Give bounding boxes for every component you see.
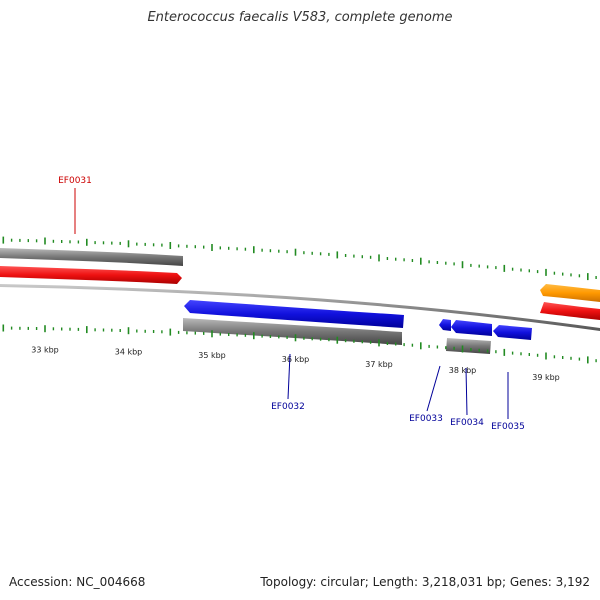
callout-line — [287, 353, 291, 400]
gene-label-ef0032[interactable]: EF0032 — [271, 402, 305, 412]
kbp-label: 38 kbp — [449, 366, 477, 375]
gene-orange-arrow[interactable] — [540, 284, 600, 302]
accession-text: Accession: NC_004668 — [9, 575, 146, 589]
upper-tick-row — [2, 236, 597, 281]
kbp-scale-labels: 33 kbp 34 kbp 35 kbp 36 kbp 37 kbp 38 kbp 39 k… — [31, 346, 560, 382]
callout-line — [426, 365, 441, 412]
gene-label-ef0033[interactable]: EF0033 — [409, 414, 443, 424]
kbp-label: 34 kbp — [115, 348, 143, 357]
gene-label-ef0035[interactable]: EF0035 — [491, 422, 525, 432]
forward-track-segment — [0, 248, 183, 266]
gene-ef0035-arrow[interactable] — [493, 325, 532, 340]
gene-ef0034-arrow[interactable] — [451, 320, 492, 336]
gene-callouts: EF0031 EF0032 EF0033 EF0034 EF0035 — [58, 176, 525, 432]
gene-label-ef0031[interactable]: EF0031 — [58, 176, 92, 186]
gene-red-right-arrow[interactable] — [540, 302, 600, 320]
reverse-track-segment — [183, 318, 402, 345]
kbp-label: 33 kbp — [31, 346, 59, 355]
genome-summary-text: Topology: circular; Length: 3,218,031 bp… — [260, 575, 590, 589]
kbp-label: 37 kbp — [365, 360, 393, 369]
reverse-track-segment-2 — [446, 338, 491, 354]
kbp-label: 39 kbp — [532, 373, 560, 382]
gene-ef0032-arrow[interactable] — [184, 300, 404, 328]
genome-title: Enterococcus faecalis V583, complete gen… — [147, 10, 453, 25]
kbp-label: 36 kbp — [282, 355, 310, 364]
gene-ef0031-arrow[interactable] — [0, 266, 182, 284]
callout-line — [465, 367, 468, 416]
gene-label-ef0034[interactable]: EF0034 — [450, 418, 484, 428]
genome-backbone — [0, 284, 600, 331]
lower-tick-row — [2, 324, 597, 364]
kbp-label: 35 kbp — [198, 351, 226, 360]
gene-ef0033-arrow[interactable] — [439, 319, 451, 331]
